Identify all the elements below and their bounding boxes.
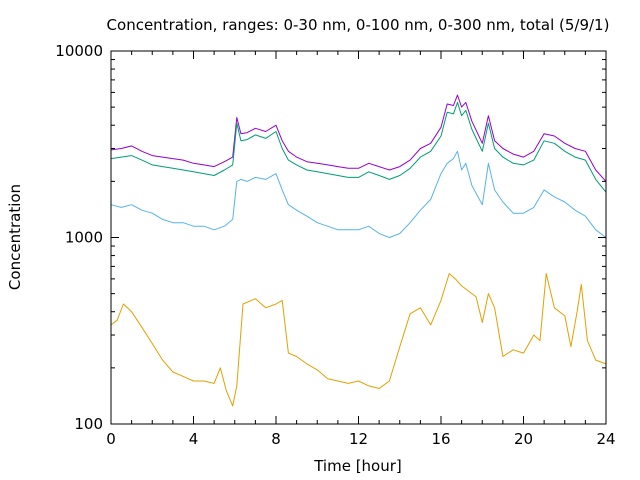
x-tick-label: 4 — [189, 430, 199, 448]
series-line-1 — [110, 94, 607, 182]
y-tick-label: 100 — [74, 415, 103, 433]
x-axis-label: Time [hour] — [313, 457, 402, 475]
x-tick-label: 24 — [596, 430, 615, 448]
x-tick-label: 16 — [431, 430, 450, 448]
x-tick-label: 8 — [271, 430, 281, 448]
plot-frame — [110, 50, 607, 425]
y-axis-label: Concentration — [6, 184, 24, 290]
axis-ticks: 0 4 8 12 16 20 24 100 1000 10000 — [55, 42, 615, 448]
plot-area — [110, 94, 607, 407]
series-line-4 — [110, 273, 607, 407]
x-tick-label: 12 — [349, 430, 368, 448]
x-tick-label: 0 — [106, 430, 116, 448]
x-tick-label: 20 — [514, 430, 533, 448]
y-tick-label: 1000 — [65, 229, 103, 247]
series-line-3 — [110, 150, 607, 238]
y-tick-label: 10000 — [55, 42, 103, 60]
series-line-2 — [110, 101, 607, 193]
chart-title: Concentration, ranges: 0-30 nm, 0-100 nm… — [107, 16, 610, 34]
